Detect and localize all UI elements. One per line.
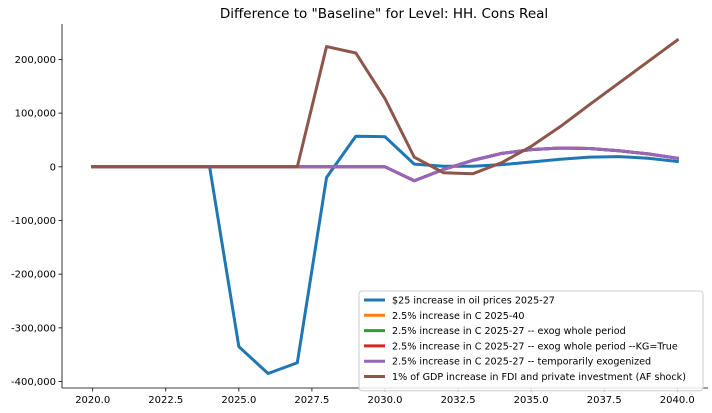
- x-tick-label: 2025.0: [221, 395, 256, 406]
- y-tick-label: -200,000: [11, 270, 56, 281]
- series-line-4: [91, 146, 680, 183]
- x-tick-label: 2030.0: [368, 395, 403, 406]
- series-line-2: [91, 146, 680, 183]
- series-line-3: [91, 146, 680, 183]
- series-line-6: [91, 38, 680, 176]
- y-tick-label: 0: [50, 162, 56, 173]
- x-tick-label: 2040.0: [660, 395, 695, 406]
- x-tick-label: 2037.5: [587, 395, 622, 406]
- axes: 2020.0 2022.5 2025.0 2027.5 2030.0 2032.5 2035…: [11, 24, 708, 406]
- plot-lines: [91, 38, 680, 375]
- legend-box: [358, 290, 704, 392]
- x-tick-label: 2022.5: [148, 395, 183, 406]
- legend-label-4: 2.5% increase in C 2025-27 -- exog whole…: [392, 341, 678, 352]
- y-tick-label: 100,000: [15, 109, 56, 120]
- legend-label-5: 2.5% increase in C 2025-27 -- temporaril…: [392, 357, 651, 368]
- legend-label-2: 2.5% increase in C 2025-40: [392, 311, 525, 322]
- legend: $25 increase in oil prices 2025-27 2.5% i…: [358, 290, 704, 392]
- chart-title: Difference to "Baseline" for Level: HH. …: [220, 6, 548, 22]
- legend-label-3: 2.5% increase in C 2025-27 -- exog whole…: [392, 326, 626, 337]
- y-tick-label: -100,000: [11, 216, 56, 227]
- x-tick-label: 2032.5: [441, 395, 476, 406]
- x-tick-label: 2020.0: [75, 395, 110, 406]
- y-tick-label: 200,000: [15, 55, 56, 66]
- y-tick-label: -300,000: [11, 323, 56, 334]
- series-line-5: [91, 146, 680, 183]
- x-tick-label: 2027.5: [294, 395, 329, 406]
- legend-label-1: $25 increase in oil prices 2025-27: [392, 296, 555, 307]
- y-tick-label: -400,000: [11, 377, 56, 388]
- x-tick-label: 2035.0: [514, 395, 549, 406]
- legend-label-6: 1% of GDP increase in FDI and private in…: [392, 372, 686, 383]
